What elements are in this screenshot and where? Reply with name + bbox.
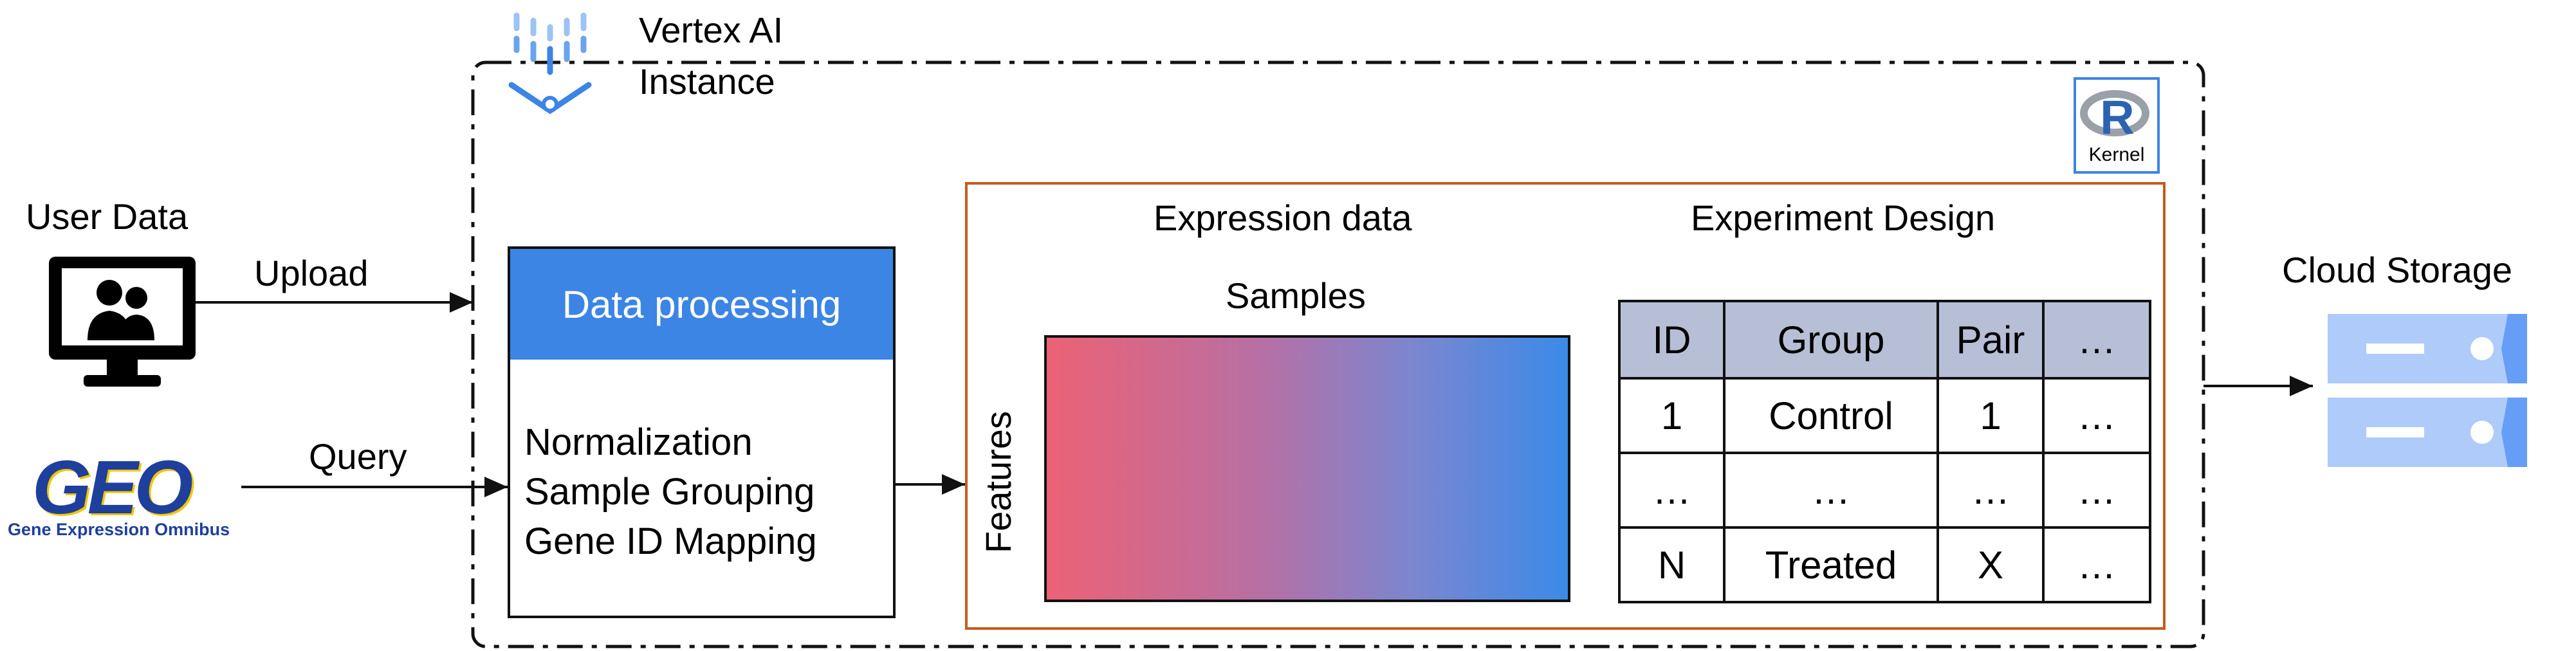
table-cell: …: [1618, 452, 1725, 529]
kernel-label: Kernel: [2088, 144, 2145, 165]
header-cell: …: [2042, 300, 2151, 380]
vertex-ai-icon: [508, 12, 592, 115]
vertex-instance-frame: [471, 60, 2205, 648]
table-cell: Control: [1723, 377, 1939, 454]
query-label: Query: [309, 436, 407, 477]
r-logo-letter: R: [2100, 91, 2134, 144]
expression-heatmap: [1044, 335, 1570, 602]
table-cell: …: [1723, 452, 1939, 529]
cloud-storage-icon: [2328, 314, 2527, 467]
table-cell: N: [1618, 526, 1725, 603]
table-row: … … … …: [1618, 452, 2151, 529]
header-cell: Group: [1723, 300, 1939, 380]
table-cell: …: [2042, 377, 2151, 454]
processing-steps: Normalization Sample Grouping Gene ID Ma…: [524, 417, 817, 566]
samples-label: Samples: [1226, 275, 1366, 316]
step-normalization: Normalization: [524, 421, 753, 463]
table-cell: 1: [1937, 377, 2045, 454]
expression-title: Expression data: [1154, 197, 1412, 238]
geo-subtitle: Gene Expression Omnibus: [8, 520, 230, 539]
user-data-label: User Data: [26, 196, 189, 237]
step-sample-grouping: Sample Grouping: [524, 471, 815, 513]
data-processing-header: Data processing: [510, 249, 893, 360]
monitor-users-icon: [49, 257, 196, 387]
r-kernel-badge: R Kernel: [2074, 77, 2160, 174]
design-title: Experiment Design: [1691, 197, 1996, 238]
instance-title-line2: Instance: [639, 61, 775, 102]
table-cell: …: [2042, 526, 2151, 603]
r-logo-icon: R: [2080, 90, 2149, 144]
table-cell: Treated: [1723, 526, 1939, 603]
table-cell: 1: [1618, 377, 1725, 454]
geo-logo: GEO Gene Expression Omnibus: [8, 444, 239, 547]
table-header-row: ID Group Pair …: [1618, 300, 2151, 380]
table-cell: …: [1937, 452, 2045, 529]
table-cell: X: [1937, 526, 2045, 603]
step-gene-id-mapping: Gene ID Mapping: [524, 520, 817, 562]
instance-title-line1: Vertex AI: [639, 10, 784, 50]
upload-label: Upload: [254, 253, 369, 293]
cloud-storage-label: Cloud Storage: [2282, 250, 2513, 290]
table-row: 1 Control 1 …: [1618, 377, 2151, 454]
geo-logo-text: GEO: [32, 445, 193, 530]
table-row: N Treated X …: [1618, 526, 2151, 603]
features-label: Features: [978, 411, 1018, 553]
table-cell: …: [2042, 452, 2151, 529]
experiment-design-table: ID Group Pair … 1 Control 1 … … … … … N …: [1618, 300, 2151, 603]
output-box: [965, 182, 2166, 630]
header-cell: ID: [1618, 300, 1725, 380]
data-processing-box: Data processing Normalization Sample Gro…: [508, 246, 896, 618]
header-cell: Pair: [1937, 300, 2045, 380]
